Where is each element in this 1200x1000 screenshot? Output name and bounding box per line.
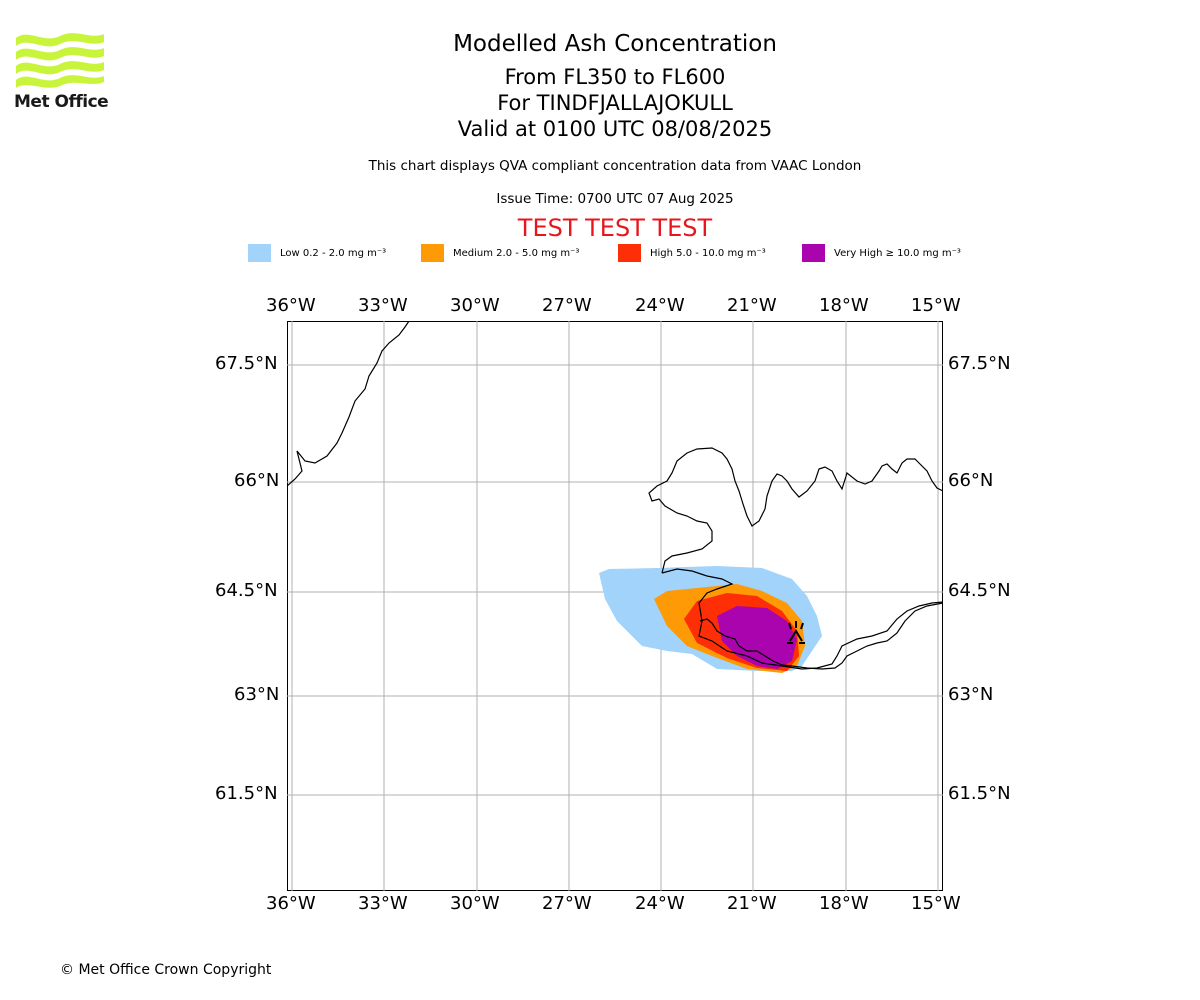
valid-time: Valid at 0100 UTC 08/08/2025 [457,117,773,141]
lon-label-bottom: 21°W [727,893,777,914]
lon-label-top: 27°W [542,295,592,316]
iceland-coastline [648,447,943,670]
legend-item-high: High 5.0 - 10.0 mg m⁻³ [618,244,766,262]
ash-map[interactable] [287,321,943,891]
legend-label-very-high: Very High ≥ 10.0 mg m⁻³ [834,247,961,259]
legend-item-low: Low 0.2 - 2.0 mg m⁻³ [248,244,386,262]
lon-label-top: 21°W [727,295,777,316]
logo-text: Met Office [14,92,109,112]
chart-description: This chart displays QVA compliant concen… [368,158,862,174]
lon-label-top: 24°W [635,295,685,316]
lat-label-right: 63°N [948,684,994,705]
lat-label-left: 67.5°N [215,353,278,374]
lon-label-top: 36°W [266,295,316,316]
lon-label-bottom: 30°W [450,893,500,914]
volcano-icon [787,621,805,644]
lat-label-left: 61.5°N [215,783,278,804]
lat-label-left: 64.5°N [215,580,278,601]
legend-label-medium: Medium 2.0 - 5.0 mg m⁻³ [453,247,580,259]
lon-label-top: 30°W [450,295,500,316]
coastlines [287,321,943,670]
lon-label-bottom: 33°W [358,893,408,914]
lat-label-left: 66°N [234,470,280,491]
lon-label-bottom: 18°W [819,893,869,914]
map-gridlines [287,321,943,891]
south-coast-coastline [699,602,943,670]
met-office-wave-logo-icon [16,33,104,88]
lat-label-right: 61.5°N [948,783,1011,804]
lon-label-bottom: 15°W [911,893,961,914]
legend-swatch-very-high [802,244,825,262]
legend-label-high: High 5.0 - 10.0 mg m⁻³ [650,247,766,259]
legend-item-very-high: Very High ≥ 10.0 mg m⁻³ [802,244,961,262]
met-office-logo [14,30,106,110]
lon-label-bottom: 27°W [542,893,592,914]
copyright-notice: © Met Office Crown Copyright [60,962,272,978]
legend-swatch-medium [421,244,444,262]
lon-label-top: 15°W [911,295,961,316]
lon-label-top: 33°W [358,295,408,316]
issue-time: Issue Time: 0700 UTC 07 Aug 2025 [496,191,734,207]
lon-label-top: 18°W [819,295,869,316]
lat-label-right: 66°N [948,470,994,491]
legend-swatch-high [618,244,641,262]
lat-label-right: 67.5°N [948,353,1011,374]
legend-swatch-low [248,244,271,262]
volcano-name: For TINDFJALLAJOKULL [497,91,733,115]
legend-item-medium: Medium 2.0 - 5.0 mg m⁻³ [421,244,579,262]
greenland-coastline [287,321,410,487]
lon-label-bottom: 36°W [266,893,316,914]
lat-label-left: 63°N [234,684,280,705]
legend-label-low: Low 0.2 - 2.0 mg m⁻³ [280,247,387,259]
lat-label-right: 64.5°N [948,580,1011,601]
chart-title: Modelled Ash Concentration [453,31,777,57]
lon-label-bottom: 24°W [635,893,685,914]
test-banner: TEST TEST TEST [517,214,713,242]
flight-levels: From FL350 to FL600 [504,65,726,89]
